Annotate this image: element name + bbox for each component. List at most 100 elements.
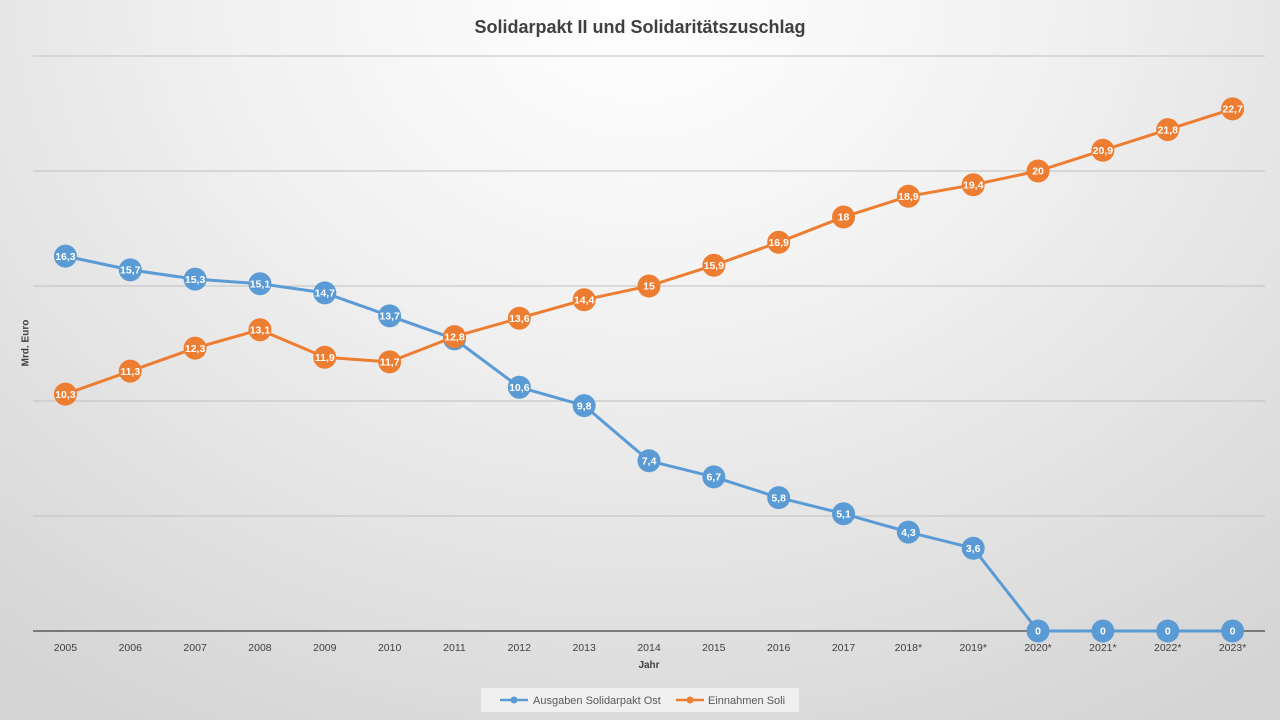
series-2-marker — [313, 345, 337, 369]
x-tick-label: 2021* — [1089, 642, 1116, 654]
series-2-marker — [442, 325, 466, 349]
series-1-data-label: 0 — [1035, 626, 1041, 638]
x-tick-label: 2006 — [119, 642, 143, 654]
series-2-marker — [1156, 118, 1180, 142]
series-2-marker — [507, 306, 531, 330]
series-2-marker — [248, 318, 272, 342]
series-1-marker — [1221, 619, 1245, 643]
series-2-data-label: 15 — [643, 281, 655, 293]
series-1-marker — [832, 502, 856, 526]
series-2-marker — [53, 382, 77, 406]
series-1-data-label: 10,6 — [509, 382, 530, 394]
series-1-marker — [767, 486, 791, 510]
series-2-data-label: 11,9 — [315, 352, 335, 364]
x-tick-label: 2009 — [313, 642, 337, 654]
x-tick-label: 2011 — [443, 642, 466, 654]
chart-title: Solidarpakt II und Solidaritätszuschlag — [474, 17, 805, 37]
series-1-marker — [572, 394, 596, 418]
legend-label: Einnahmen Soli — [708, 695, 785, 707]
series-2-data-label: 12,3 — [185, 343, 206, 355]
series-2-marker — [896, 184, 920, 208]
legend-item-ausgaben: Ausgaben Solidarpakt Ost — [500, 695, 661, 707]
legend: Ausgaben Solidarpakt Ost Einnahmen Soli — [481, 688, 799, 712]
series-1-marker — [702, 465, 726, 489]
legend-item-einnahmen: Einnahmen Soli — [676, 695, 785, 707]
series-1-marker — [118, 258, 142, 282]
series-2-data-label: 18 — [838, 212, 850, 224]
series-2-data-label: 16,9 — [768, 237, 789, 249]
series-2-data-label: 14,4 — [574, 294, 595, 306]
series-2-data-label: 20,9 — [1093, 145, 1114, 157]
series-2-data-label: 20 — [1032, 166, 1044, 178]
series-2-marker — [767, 230, 791, 254]
series-2-marker — [118, 359, 142, 383]
series-2-marker — [572, 288, 596, 312]
x-tick-label: 2018* — [895, 642, 922, 654]
series-1-data-label: 15,3 — [185, 274, 206, 286]
series-1-marker — [1156, 619, 1180, 643]
series-1-data-label: 0 — [1100, 626, 1106, 638]
series-2-marker — [1091, 138, 1115, 162]
series-1-data-label: 4,3 — [901, 527, 916, 539]
x-tick-label: 2014 — [637, 642, 661, 654]
series-1-data-label: 6,7 — [707, 472, 722, 484]
series-2-marker — [832, 205, 856, 229]
series-layer: 16,315,715,315,114,713,712,710,69,87,46,… — [53, 97, 1245, 643]
legend-box — [481, 688, 799, 712]
x-axis-title: Jahr — [638, 660, 659, 671]
series-2-data-label: 15,9 — [704, 260, 725, 272]
series-1-data-label: 9,8 — [577, 400, 592, 412]
series-1-marker — [896, 520, 920, 544]
x-tick-label: 2017 — [832, 642, 856, 654]
y-axis-title: Mrd. Euro — [21, 320, 32, 367]
x-tick-label: 2010 — [378, 642, 402, 654]
series-2-marker — [702, 253, 726, 277]
series-1-line — [63, 254, 1235, 633]
series-1-marker — [507, 375, 531, 399]
series-2-data-label: 10,3 — [55, 389, 76, 401]
series-1-data-label: 15,7 — [120, 265, 141, 277]
series-2-marker — [1221, 97, 1245, 121]
series-1-marker — [183, 267, 207, 291]
x-tick-label: 2013 — [572, 642, 596, 654]
series-2-marker — [183, 336, 207, 360]
x-tick-label: 2008 — [248, 642, 272, 654]
series-2-data-label: 13,1 — [250, 324, 271, 336]
legend-marker-swatch — [686, 696, 694, 704]
series-1: 16,315,715,315,114,713,712,710,69,87,46,… — [53, 244, 1245, 643]
series-2-marker — [637, 274, 661, 298]
series-2-marker — [1026, 159, 1050, 183]
series-1-marker — [53, 244, 77, 268]
series-1-marker — [1091, 619, 1115, 643]
series-2-data-label: 22,7 — [1222, 104, 1243, 116]
series-1-data-label: 5,8 — [771, 492, 786, 504]
series-2-data-label: 11,7 — [380, 357, 400, 369]
x-tick-label: 2007 — [183, 642, 207, 654]
x-tick-label: 2023* — [1219, 642, 1246, 654]
series-1-data-label: 14,7 — [315, 288, 336, 300]
series-2-marker — [378, 350, 402, 374]
x-tick-label: 2015 — [702, 642, 726, 654]
series-2-data-label: 21,8 — [1158, 124, 1179, 136]
series-1-data-label: 15,1 — [250, 278, 271, 290]
x-tick-label: 2012 — [508, 642, 532, 654]
series-2-data-label: 12,8 — [444, 331, 465, 343]
legend-marker-swatch — [510, 696, 518, 704]
series-1-data-label: 13,7 — [379, 311, 400, 323]
series-1-marker — [378, 304, 402, 328]
series-1-data-label: 5,1 — [836, 508, 851, 520]
x-tick-label: 2020* — [1024, 642, 1051, 654]
x-tick-label: 2022* — [1154, 642, 1181, 654]
x-tick-labels: 2005 2006 2007 2008 2009 2010 2011 2012 2013 2014… — [54, 642, 1247, 654]
series-1-marker — [1026, 619, 1050, 643]
series-1-data-label: 0 — [1230, 626, 1236, 638]
series-1-marker — [637, 449, 661, 473]
series-2-data-label: 13,6 — [509, 313, 530, 325]
series-1-data-label: 16,3 — [55, 251, 76, 263]
series-1-marker — [313, 281, 337, 305]
legend-label: Ausgaben Solidarpakt Ost — [533, 695, 661, 707]
series-1-marker — [961, 536, 985, 560]
series-2-data-label: 11,3 — [120, 366, 140, 378]
